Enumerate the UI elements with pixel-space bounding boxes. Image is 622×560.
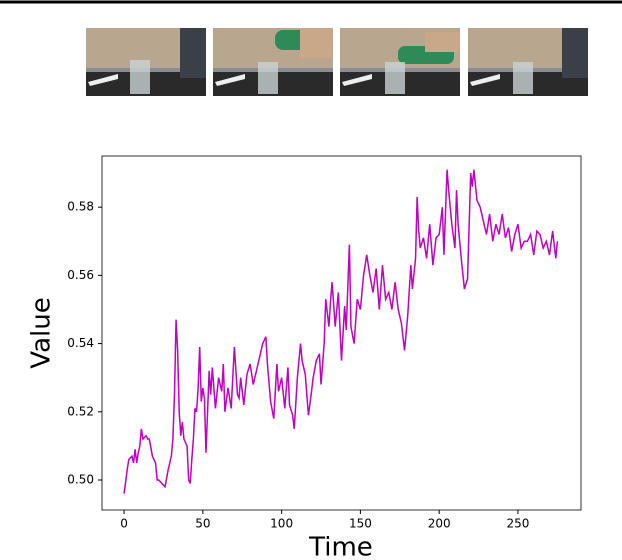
y-tick-label: 0.56 bbox=[67, 268, 94, 282]
data-line bbox=[123, 169, 559, 494]
thumbnail bbox=[86, 28, 206, 96]
x-tick-label: 50 bbox=[195, 517, 210, 531]
y-tick-label: 0.58 bbox=[67, 200, 94, 214]
x-axis-label: Time bbox=[308, 533, 373, 560]
x-tick-label: 150 bbox=[349, 517, 372, 531]
plot-frame bbox=[101, 155, 582, 511]
thumbnail bbox=[340, 28, 460, 96]
x-tick-label: 100 bbox=[270, 517, 293, 531]
y-axis-label: Value bbox=[27, 297, 57, 368]
thumbnail bbox=[468, 28, 588, 96]
x-tick-label: 250 bbox=[507, 517, 530, 531]
thumbnail bbox=[213, 28, 333, 96]
y-tick-label: 0.50 bbox=[67, 472, 94, 486]
thumbnails bbox=[86, 28, 588, 96]
x-tick-label: 200 bbox=[428, 517, 451, 531]
x-tick-label: 0 bbox=[120, 517, 128, 531]
y-tick-label: 0.54 bbox=[67, 336, 94, 350]
y-tick-label: 0.52 bbox=[67, 404, 94, 418]
